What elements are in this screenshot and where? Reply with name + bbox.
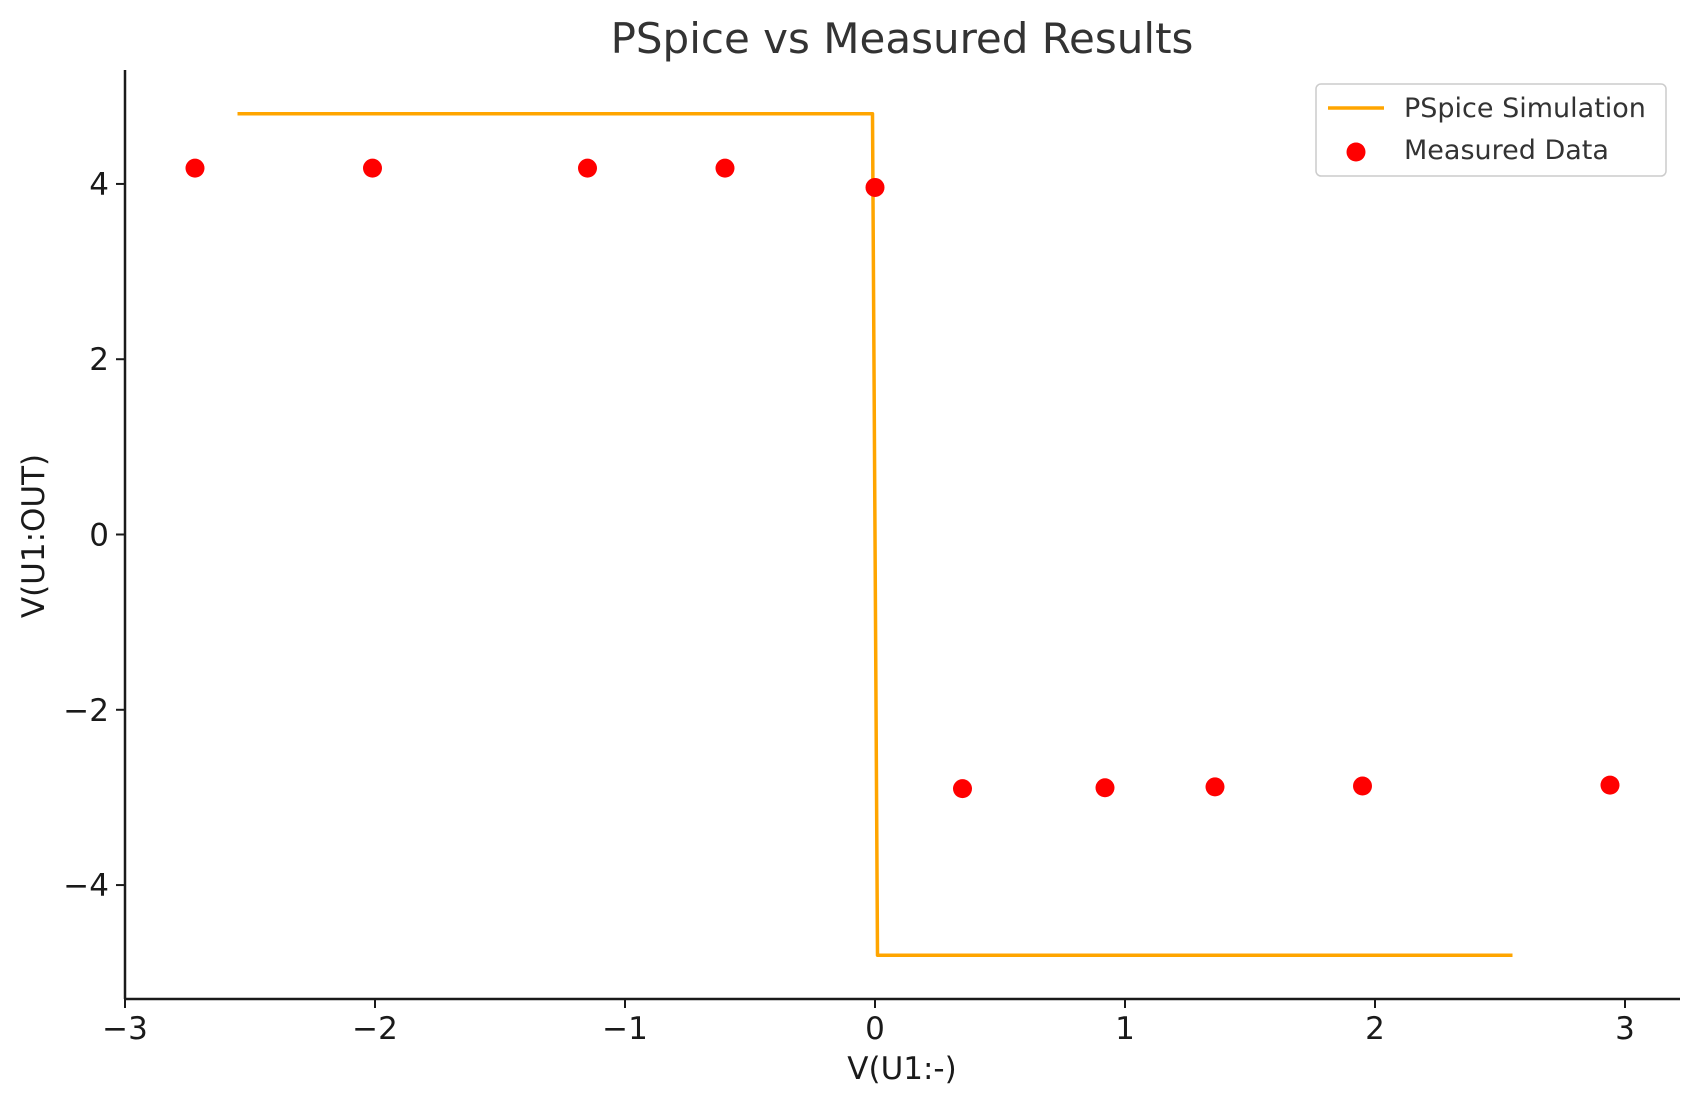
x-tick-label: −1: [602, 1011, 648, 1047]
x-tick-label: 3: [1615, 1011, 1635, 1047]
y-tick-label: −2: [63, 693, 109, 729]
measured-data-point: [578, 158, 597, 178]
x-tick-label: 2: [1365, 1011, 1385, 1047]
measured-data-point: [363, 158, 382, 178]
measured-data-point: [185, 158, 205, 178]
legend-marker-swatch: [1346, 142, 1366, 162]
chart-title: PSpice vs Measured Results: [611, 14, 1194, 63]
x-tick-label: 0: [865, 1011, 885, 1047]
measured-data-point: [1353, 776, 1372, 796]
y-tick-label: −4: [63, 868, 109, 904]
x-tick-label: −3: [102, 1011, 148, 1047]
y-tick-label: 0: [89, 518, 109, 554]
y-tick-label: 2: [89, 342, 109, 378]
x-axis-label: V(U1:-): [847, 1051, 956, 1087]
legend-label: PSpice Simulation: [1404, 93, 1646, 124]
measured-data-point: [1600, 775, 1620, 795]
plot-area: −3 −2 −1 0 1 2 3 −4 −2 0 2 4: [63, 70, 1680, 1047]
measured-data-point: [953, 779, 972, 799]
measured-data-point: [865, 177, 885, 197]
pspice-simulation-line: [237, 112, 1513, 957]
legend-box: [1315, 83, 1667, 177]
measured-data-point: [1205, 777, 1225, 797]
y-tick-label: 4: [89, 167, 109, 203]
measured-data-point: [1095, 778, 1115, 798]
legend: PSpice Simulation Measured Data: [1315, 83, 1667, 177]
x-tick-label: −2: [352, 1011, 398, 1047]
y-axis-label: V(U1:OUT): [16, 454, 52, 618]
x-tick-label: 1: [1115, 1011, 1135, 1047]
measured-data-point: [715, 158, 735, 178]
legend-label: Measured Data: [1404, 135, 1609, 166]
